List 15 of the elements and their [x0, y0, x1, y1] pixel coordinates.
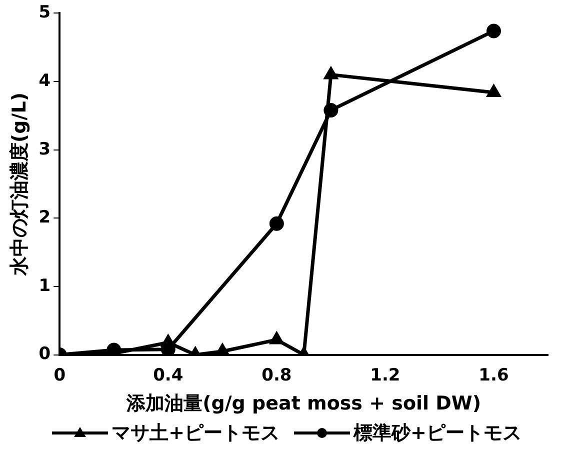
legend-label: マサ土+ピートモス [112, 421, 280, 446]
x-tick-label: 0 [54, 365, 66, 386]
y-tick-label: 3 [38, 139, 51, 160]
x-tick-label: 1.6 [478, 365, 509, 386]
y-tick-label: 2 [38, 208, 51, 228]
x-tick-label: 1.2 [370, 365, 400, 386]
y-tick-label: 5 [38, 2, 51, 23]
x-axis-title: 添加油量(g/g peat moss + soil DW) [126, 392, 482, 415]
y-axis-title: 水中の灯油濃度(g/L) [8, 92, 30, 277]
x-tick-label: 0.4 [153, 365, 184, 386]
y-tick-label: 0 [38, 344, 51, 364]
y-tick-label: 1 [38, 276, 51, 296]
legend-label: 標準砂+ピートモス [354, 421, 522, 446]
x-tick-label: 0.8 [262, 365, 292, 386]
y-tick-label: 4 [38, 70, 51, 91]
